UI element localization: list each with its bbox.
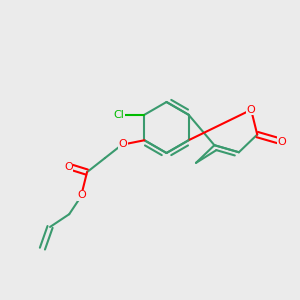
Text: O: O [247,105,256,115]
Text: O: O [118,139,127,149]
Text: Cl: Cl [113,110,124,120]
Text: O: O [78,190,86,200]
Text: O: O [64,162,73,172]
Text: O: O [278,136,286,147]
